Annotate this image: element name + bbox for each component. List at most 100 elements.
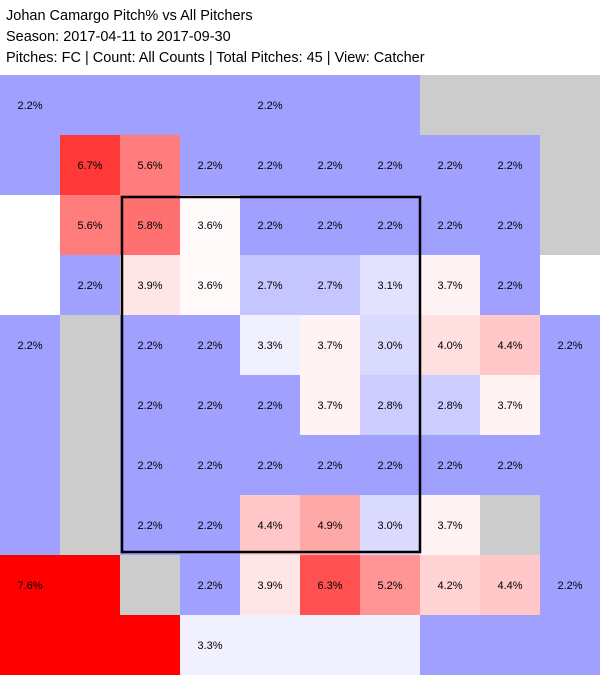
cell-value-label: 2.2%	[137, 520, 162, 532]
cell-value-label: 2.2%	[497, 280, 522, 292]
heatmap-cell	[120, 195, 180, 255]
heatmap-cell	[120, 495, 180, 555]
heatmap-cell	[420, 75, 600, 135]
cell-value-label: 4.2%	[437, 580, 462, 592]
cell-value-label: 4.4%	[497, 340, 522, 352]
heatmap-cell	[420, 195, 480, 255]
heatmap-cell	[180, 615, 420, 675]
chart-header: Johan Camargo Pitch% vs All Pitchers Sea…	[6, 6, 425, 69]
heatmap-cell	[240, 255, 300, 315]
cell-value-label: 2.8%	[377, 400, 402, 412]
cell-value-label: 4.0%	[437, 340, 462, 352]
heatmap-cell	[240, 135, 300, 195]
heatmap-cell	[420, 255, 480, 315]
cell-value-label: 2.2%	[257, 100, 282, 112]
cell-value-label: 2.2%	[437, 220, 462, 232]
heatmap-cell	[420, 375, 480, 435]
heatmap-cell	[300, 255, 360, 315]
cell-value-label: 4.4%	[497, 580, 522, 592]
heatmap-cell	[540, 555, 600, 675]
heatmap-cell	[300, 195, 360, 255]
heatmap-cell	[120, 255, 180, 315]
heatmap-cell	[120, 375, 180, 435]
cell-value-label: 2.2%	[197, 340, 222, 352]
cell-value-label: 2.2%	[197, 520, 222, 532]
heatmap-cell	[300, 435, 360, 495]
cell-value-label: 2.2%	[317, 220, 342, 232]
cell-value-label: 4.4%	[257, 520, 282, 532]
cell-value-label: 3.3%	[197, 640, 222, 652]
cell-value-label: 2.2%	[437, 460, 462, 472]
heatmap-cell	[180, 435, 240, 495]
heatmap-cell	[360, 555, 420, 615]
cell-value-label: 5.6%	[137, 160, 162, 172]
heatmap-cell	[420, 135, 480, 195]
cell-value-label: 2.2%	[137, 460, 162, 472]
heatmap-cell	[480, 315, 540, 375]
heatmap-cell	[240, 375, 300, 435]
cell-value-label: 2.7%	[257, 280, 282, 292]
cell-value-label: 2.2%	[77, 280, 102, 292]
cell-value-label: 3.7%	[437, 520, 462, 532]
heatmap-cell	[120, 315, 180, 375]
cell-value-label: 3.9%	[257, 580, 282, 592]
heatmap-cell	[60, 255, 120, 315]
heatmap-cell	[420, 315, 480, 375]
cell-value-label: 3.0%	[377, 340, 402, 352]
heatmap-cell	[180, 255, 240, 315]
heatmap-cell	[360, 315, 420, 375]
cell-value-label: 2.2%	[197, 580, 222, 592]
pitch-location-heatmap: 2.2% 2.2% 6.7% 5.6% 2.2% 2.2% 2.2% 2.2% 2.2% 2.2%…	[0, 75, 600, 675]
cell-value-label: 2.2%	[377, 220, 402, 232]
heatmap-cell	[360, 135, 420, 195]
heatmap-cell	[360, 255, 420, 315]
heatmap-cell	[480, 495, 540, 555]
cell-value-label: 2.2%	[17, 100, 42, 112]
cell-value-label: 6.7%	[77, 160, 102, 172]
cell-value-label: 2.2%	[137, 340, 162, 352]
cell-value-label: 2.2%	[497, 160, 522, 172]
cell-value-label: 2.2%	[17, 340, 42, 352]
heatmap-cell	[240, 495, 300, 555]
heatmap-cell	[180, 195, 240, 255]
cell-value-label: 3.7%	[497, 400, 522, 412]
cell-value-label: 2.8%	[437, 400, 462, 412]
heatmap-cell	[180, 135, 240, 195]
filter-summary: Pitches: FC | Count: All Counts | Total …	[6, 50, 425, 66]
heatmap-cell	[480, 135, 540, 195]
cell-value-label: 2.2%	[257, 460, 282, 472]
cell-value-label: 2.2%	[257, 160, 282, 172]
heatmap-cell	[420, 435, 480, 495]
heatmap-cell	[180, 315, 240, 375]
heatmap-cell	[60, 195, 120, 255]
heatmap-labels: 2.2% 2.2% 6.7% 5.6% 2.2% 2.2% 2.2% 2.2% 2.2% 2.2%…	[17, 100, 582, 652]
cell-value-label: 2.2%	[257, 400, 282, 412]
cell-value-label: 3.6%	[197, 280, 222, 292]
strike-zone-box	[120, 195, 422, 554]
heatmap-cell	[480, 195, 540, 255]
cell-value-label: 5.2%	[377, 580, 402, 592]
heatmap-cell	[120, 435, 180, 495]
cell-value-label: 2.2%	[557, 340, 582, 352]
cell-value-label: 5.8%	[137, 220, 162, 232]
cell-value-label: 5.6%	[77, 220, 102, 232]
heatmap-cell	[300, 315, 360, 375]
cell-value-label: 2.2%	[137, 400, 162, 412]
heatmap-cell	[360, 435, 420, 495]
heatmap-cell	[480, 255, 540, 315]
heatmap-cell	[360, 195, 420, 255]
heatmap-cell	[240, 195, 300, 255]
cell-value-label: 2.2%	[317, 160, 342, 172]
cell-value-label: 3.7%	[437, 280, 462, 292]
heatmap-cell	[480, 435, 540, 495]
heatmap-cell	[120, 135, 180, 195]
cell-value-label: 3.3%	[257, 340, 282, 352]
heatmap-cell	[240, 315, 300, 375]
heatmap-cell	[0, 315, 60, 555]
heatmap-cell	[300, 135, 360, 195]
heatmap-cell	[240, 555, 300, 615]
heatmap-cell	[240, 435, 300, 495]
heatmap-cell	[180, 375, 240, 435]
cell-value-label: 3.1%	[377, 280, 402, 292]
cell-value-label: 3.0%	[377, 520, 402, 532]
